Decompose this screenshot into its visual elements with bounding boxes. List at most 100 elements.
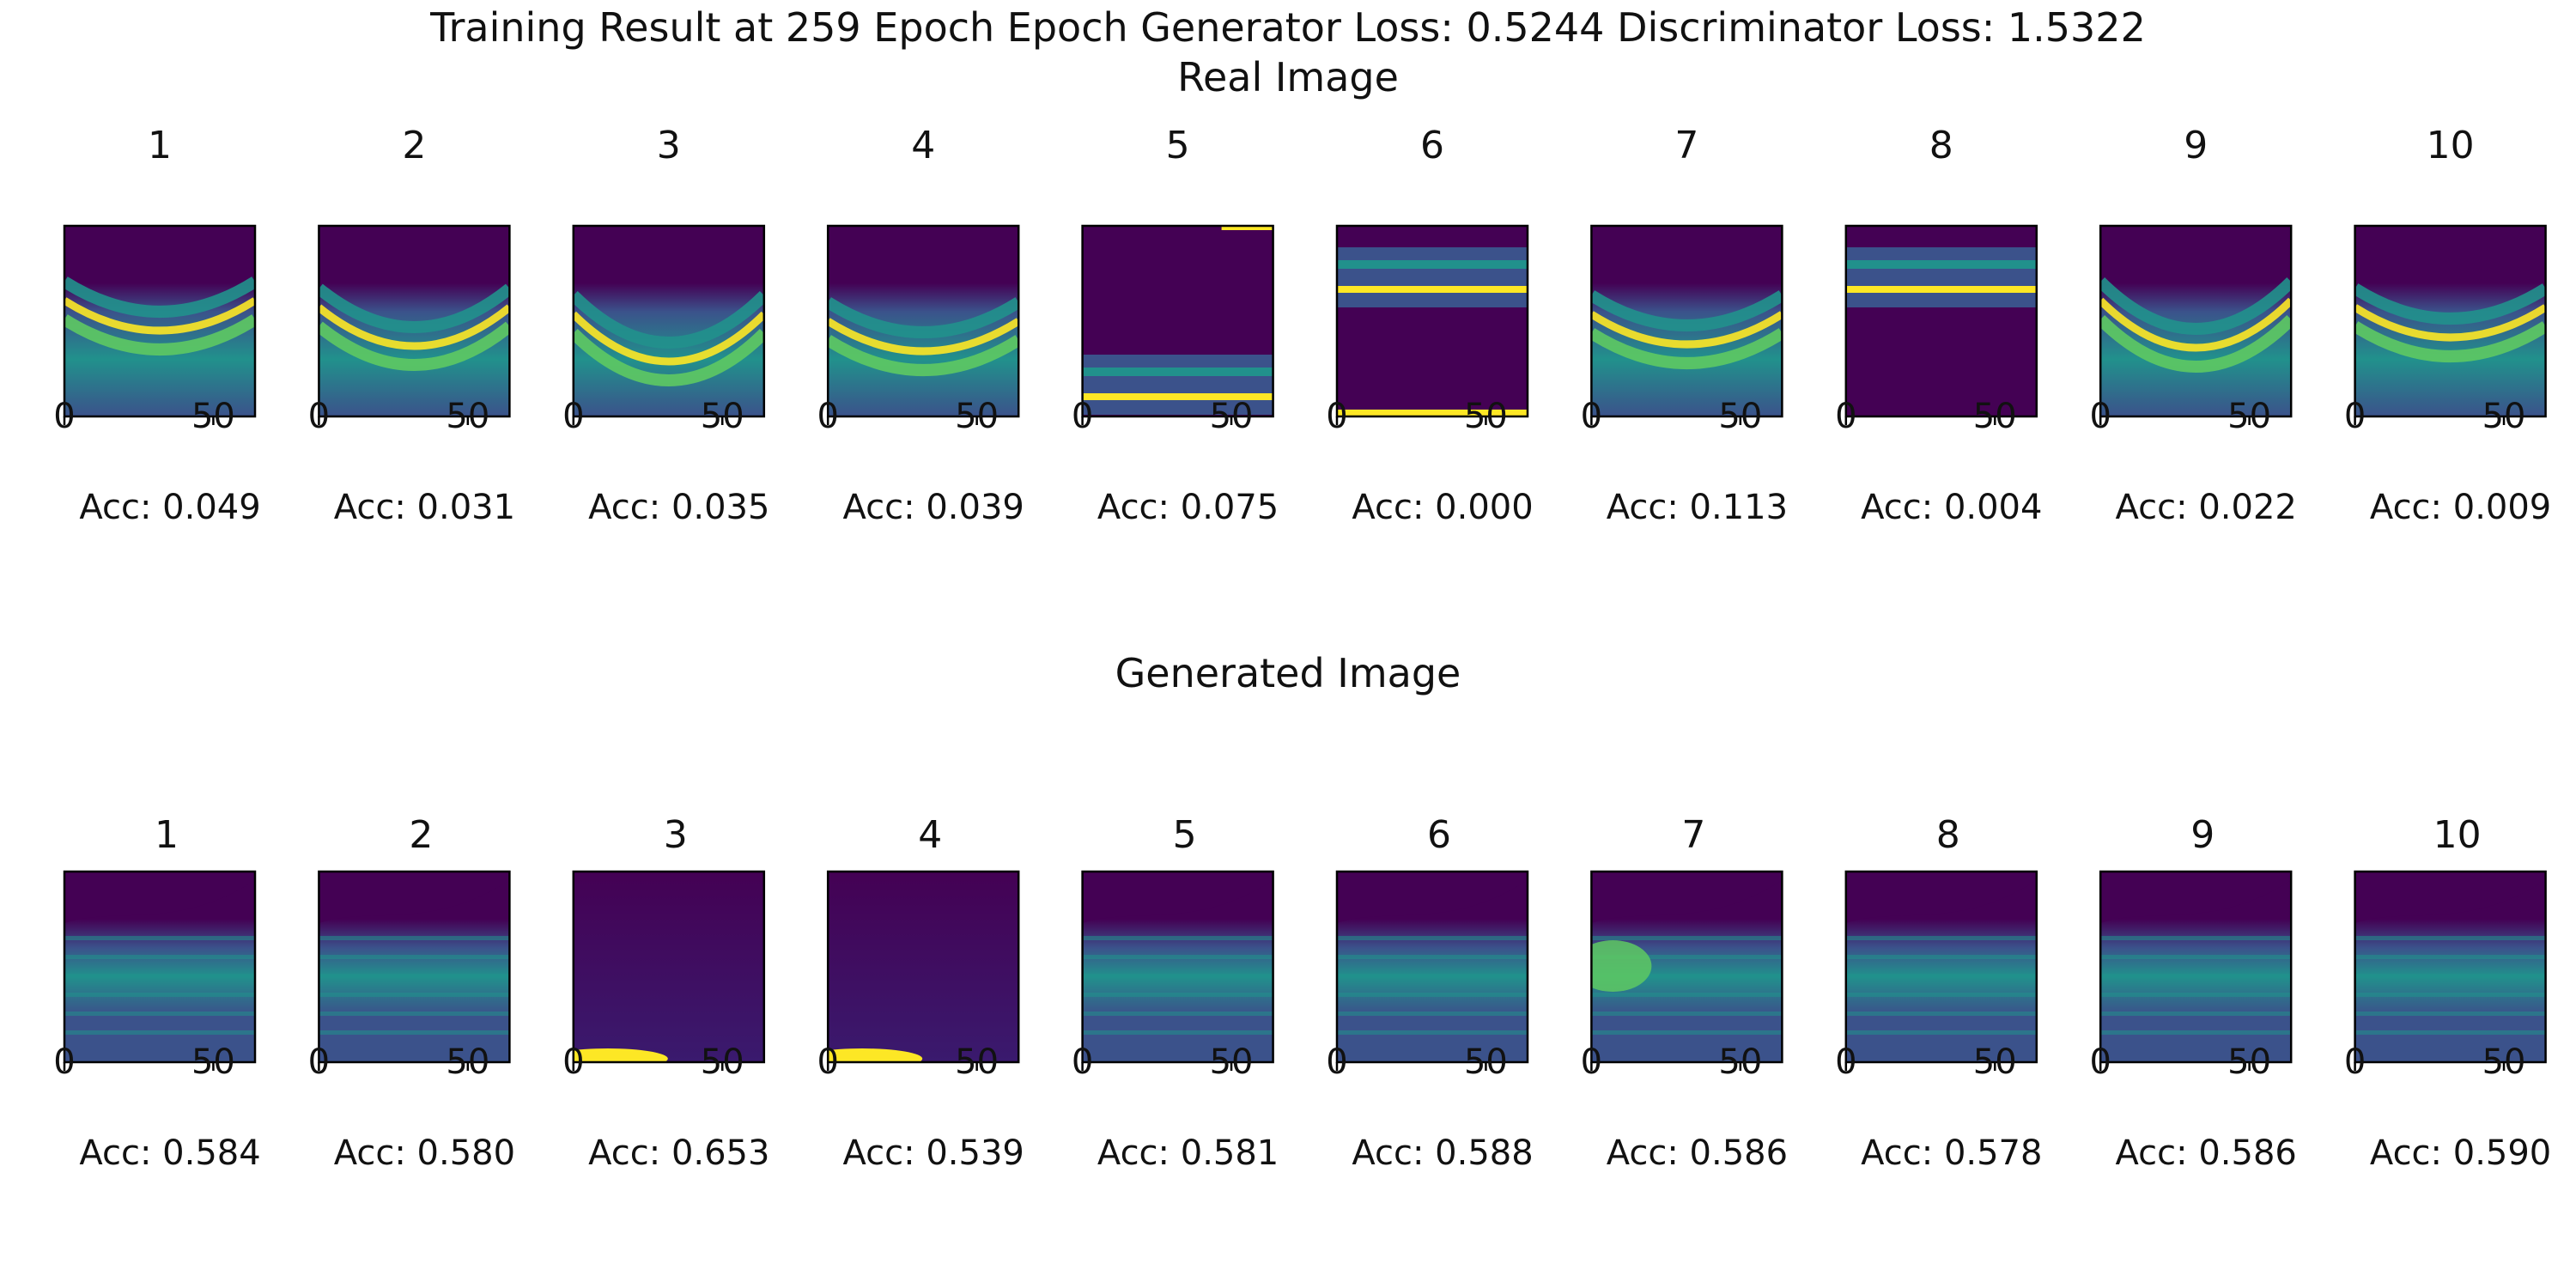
generated-image <box>2100 872 2292 1062</box>
x-tick-label: 0 <box>562 1042 584 1082</box>
generated-panel-2: 2 0 50 Acc: 0.580 <box>308 813 515 1173</box>
real-image <box>2354 226 2546 416</box>
x-tick-label: 0 <box>1326 397 1347 436</box>
generated-image-subtitle: Generated Image <box>1115 650 1461 696</box>
real-accuracy-label: Acc: 0.075 <box>1097 488 1279 527</box>
generated-panel-title: 4 <box>918 813 942 857</box>
real-panel-3: 3 0 50 Acc: 0.035 <box>562 124 769 527</box>
x-tick-label: 50 <box>1718 1042 1762 1082</box>
x-tick-label: 0 <box>53 1042 75 1082</box>
generated-image <box>1337 872 1528 1062</box>
x-tick-label: 0 <box>1581 1042 1602 1082</box>
figure-title: Training Result at 259 Epoch Epoch Gener… <box>429 4 2146 51</box>
x-tick-label: 50 <box>955 1042 999 1082</box>
generated-panel-4: 4 0 50 Acc: 0.539 <box>817 813 1024 1173</box>
real-image-subtitle: Real Image <box>1177 54 1399 100</box>
real-image <box>1591 226 1783 416</box>
real-accuracy-label: Acc: 0.035 <box>588 488 769 527</box>
generated-panel-8: 8 0 50 Acc: 0.578 <box>1835 813 2042 1173</box>
x-tick-label: 0 <box>817 397 838 436</box>
real-panel-title: 6 <box>1420 124 1444 167</box>
generated-panel-3: 3 0 50 Acc: 0.653 <box>562 813 769 1173</box>
x-tick-label: 50 <box>1718 397 1762 436</box>
real-accuracy-label: Acc: 0.000 <box>1352 488 1533 527</box>
x-tick-label: 0 <box>1835 1042 1856 1082</box>
real-image <box>1845 226 2037 416</box>
generated-accuracy-label: Acc: 0.581 <box>1097 1133 1279 1173</box>
real-panel-4: 4 0 50 Acc: 0.039 <box>817 124 1024 527</box>
x-tick-label: 0 <box>1072 1042 1093 1082</box>
x-tick-label: 50 <box>1210 397 1254 436</box>
x-tick-label: 0 <box>1835 397 1856 436</box>
generated-accuracy-label: Acc: 0.580 <box>334 1133 515 1173</box>
x-tick-label: 50 <box>701 397 744 436</box>
generated-panel-title: 3 <box>664 813 688 857</box>
x-tick-label: 50 <box>1973 397 2017 436</box>
real-panel-title: 3 <box>657 124 681 167</box>
generated-panel-title: 8 <box>1936 813 1960 857</box>
generated-panel-7: 7 0 50 Acc: 0.586 <box>1581 813 1788 1173</box>
real-accuracy-label: Acc: 0.039 <box>843 488 1024 527</box>
real-image <box>573 226 764 416</box>
x-tick-label: 50 <box>2482 397 2526 436</box>
x-tick-label: 50 <box>1210 1042 1254 1082</box>
generated-image <box>1591 872 1783 1062</box>
real-image <box>64 226 255 416</box>
x-tick-label: 50 <box>2227 1042 2271 1082</box>
real-accuracy-label: Acc: 0.009 <box>2370 488 2551 527</box>
generated-panel-9: 9 0 50 Acc: 0.586 <box>2089 813 2296 1173</box>
generated-accuracy-label: Acc: 0.653 <box>588 1133 769 1173</box>
real-accuracy-label: Acc: 0.004 <box>1861 488 2042 527</box>
generated-panel-title: 9 <box>2190 813 2215 857</box>
real-panel-10: 10 0 50 Acc: 0.009 <box>2344 124 2551 527</box>
generated-image <box>2354 872 2546 1062</box>
generated-accuracy-label: Acc: 0.584 <box>79 1133 260 1173</box>
real-image <box>1082 226 1273 416</box>
x-tick-label: 50 <box>191 397 235 436</box>
real-image <box>319 226 510 416</box>
x-tick-label: 0 <box>308 1042 330 1082</box>
generated-accuracy-label: Acc: 0.590 <box>2370 1133 2551 1173</box>
generated-image <box>828 872 1019 1062</box>
generated-image-row: Generated Image 1 0 50 Acc: 0.584 2 0 50 Acc: 0… <box>53 650 2551 1173</box>
real-panel-title: 10 <box>2427 124 2475 167</box>
real-image <box>2100 226 2292 416</box>
generated-panel-1: 1 0 50 Acc: 0.584 <box>53 813 260 1173</box>
generated-accuracy-label: Acc: 0.578 <box>1861 1133 2042 1173</box>
real-accuracy-label: Acc: 0.049 <box>79 488 260 527</box>
generated-image <box>1845 872 2037 1062</box>
real-panel-8: 8 0 50 Acc: 0.004 <box>1835 124 2042 527</box>
real-panel-title: 2 <box>402 124 426 167</box>
x-tick-label: 0 <box>53 397 75 436</box>
x-tick-label: 50 <box>1973 1042 2017 1082</box>
x-tick-label: 0 <box>308 397 330 436</box>
x-tick-label: 50 <box>1464 397 1508 436</box>
generated-image <box>319 872 510 1062</box>
x-tick-label: 0 <box>2089 397 2111 436</box>
real-panel-9: 9 0 50 Acc: 0.022 <box>2089 124 2296 527</box>
real-panel-title: 1 <box>148 124 172 167</box>
real-accuracy-label: Acc: 0.113 <box>1607 488 1788 527</box>
x-tick-label: 0 <box>1326 1042 1347 1082</box>
generated-image <box>64 872 255 1062</box>
real-accuracy-label: Acc: 0.022 <box>2116 488 2297 527</box>
real-panel-7: 7 0 50 Acc: 0.113 <box>1581 124 1788 527</box>
generated-accuracy-label: Acc: 0.539 <box>843 1133 1024 1173</box>
x-tick-label: 0 <box>817 1042 838 1082</box>
generated-accuracy-label: Acc: 0.588 <box>1352 1133 1533 1173</box>
real-panel-2: 2 0 50 Acc: 0.031 <box>308 124 515 527</box>
generated-panel-title: 2 <box>409 813 433 857</box>
x-tick-label: 0 <box>1581 397 1602 436</box>
x-tick-label: 0 <box>1072 397 1093 436</box>
generated-accuracy-label: Acc: 0.586 <box>1607 1133 1788 1173</box>
x-tick-label: 0 <box>2344 1042 2366 1082</box>
generated-panel-title: 1 <box>155 813 179 857</box>
real-panel-title: 9 <box>2184 124 2208 167</box>
generated-image <box>573 872 764 1062</box>
generated-panel-title: 6 <box>1427 813 1451 857</box>
x-tick-label: 0 <box>562 397 584 436</box>
real-panel-title: 5 <box>1166 124 1190 167</box>
